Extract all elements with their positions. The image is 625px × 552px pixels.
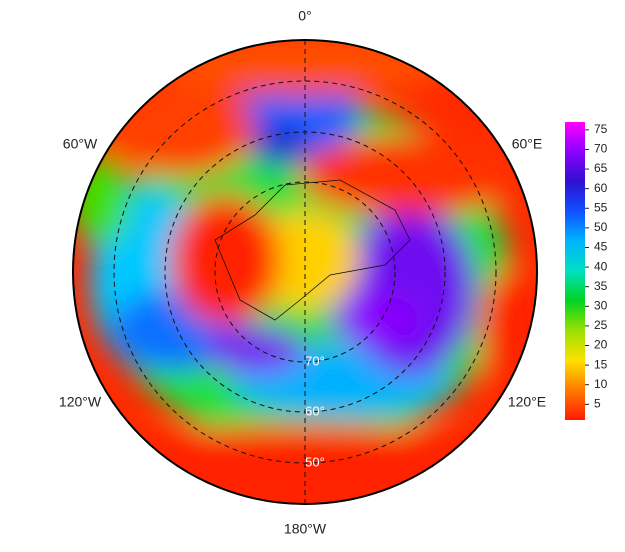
coastline xyxy=(214,179,411,321)
longitude-label: 120°W xyxy=(59,394,102,410)
colorbar-tick-label: 45 xyxy=(594,240,608,254)
colorbar xyxy=(565,122,585,420)
longitude-label: 120°E xyxy=(508,394,546,410)
colorbar-tick-label: 65 xyxy=(594,161,608,175)
colorbar-tick-label: 55 xyxy=(594,200,608,214)
colorbar-tick-label: 25 xyxy=(594,318,608,332)
longitude-label: 0° xyxy=(298,8,311,24)
colorbar-tick-label: 70 xyxy=(594,142,608,156)
latitude-label: 70° xyxy=(305,353,325,368)
latitude-label: 50° xyxy=(305,454,325,469)
graticule xyxy=(113,40,497,504)
colorbar-tick-label: 5 xyxy=(594,396,601,410)
colorbar-tick-label: 30 xyxy=(594,298,608,312)
colorbar-tick-label: 35 xyxy=(594,279,608,293)
latitude-label: 60° xyxy=(305,403,325,418)
longitude-label: 60°W xyxy=(63,136,98,152)
data-field xyxy=(73,40,537,504)
longitude-label: 180°W xyxy=(284,521,327,537)
colorbar-tick-label: 75 xyxy=(594,122,608,136)
colorbar-tick-label: 15 xyxy=(594,357,608,371)
colorbar-tick-label: 20 xyxy=(594,338,608,352)
colorbar-tick-label: 10 xyxy=(594,377,608,391)
map-border xyxy=(72,39,538,505)
colorbar-tick-label: 50 xyxy=(594,220,608,234)
colorbar-tick-label: 60 xyxy=(594,181,608,195)
longitude-label: 60°E xyxy=(512,136,543,152)
colorbar-tick-label: 40 xyxy=(594,259,608,273)
